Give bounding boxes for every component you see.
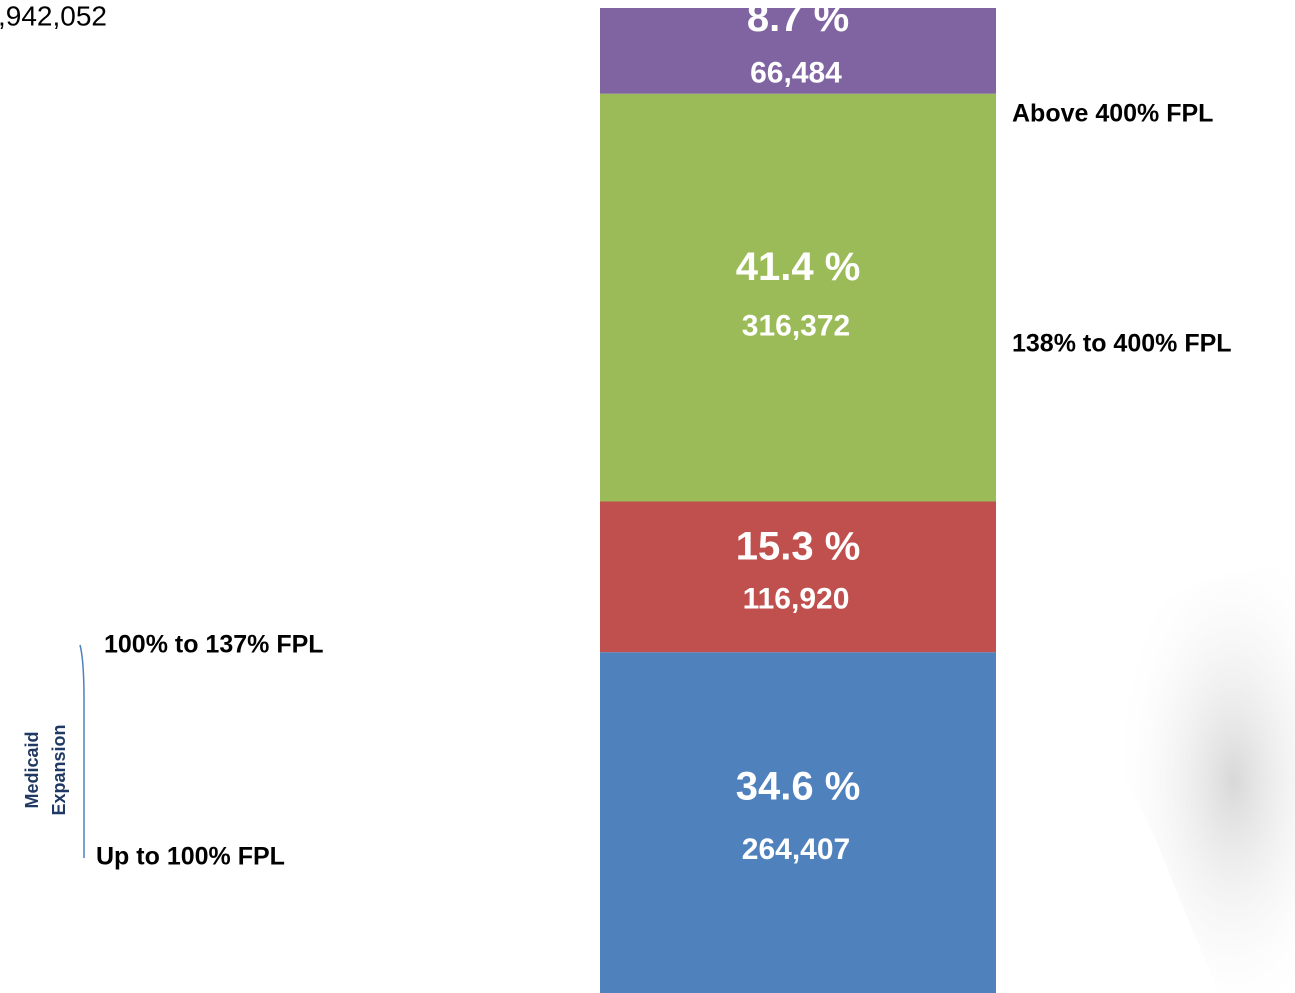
category-label: Above 400% FPL: [1012, 100, 1213, 128]
count-label: 316,372: [742, 310, 850, 343]
bar-segment: [600, 8, 996, 94]
bar-segment: [600, 652, 996, 993]
count-label: 116,920: [743, 583, 850, 616]
bar-segment: [600, 93, 996, 502]
value-label: 8.7 %: [747, 0, 849, 40]
chart-title: ,942,052: [0, 0, 107, 31]
count-label: 264,407: [742, 833, 850, 866]
background-photo: [1090, 568, 1295, 993]
value-label: 34.6 %: [736, 765, 861, 809]
category-label: Up to 100% FPL: [96, 843, 285, 871]
annotation: Medicaid: [22, 731, 42, 808]
count-label: 66,484: [750, 56, 842, 89]
value-label: 41.4 %: [736, 245, 861, 289]
value-label: 15.3 %: [736, 524, 861, 568]
annotation: Expansion: [49, 724, 69, 815]
category-label: 100% to 137% FPL: [104, 631, 324, 659]
bracket: [79, 644, 85, 858]
bar-segment: [600, 501, 996, 653]
category-label: 138% to 400% FPL: [1012, 330, 1232, 358]
